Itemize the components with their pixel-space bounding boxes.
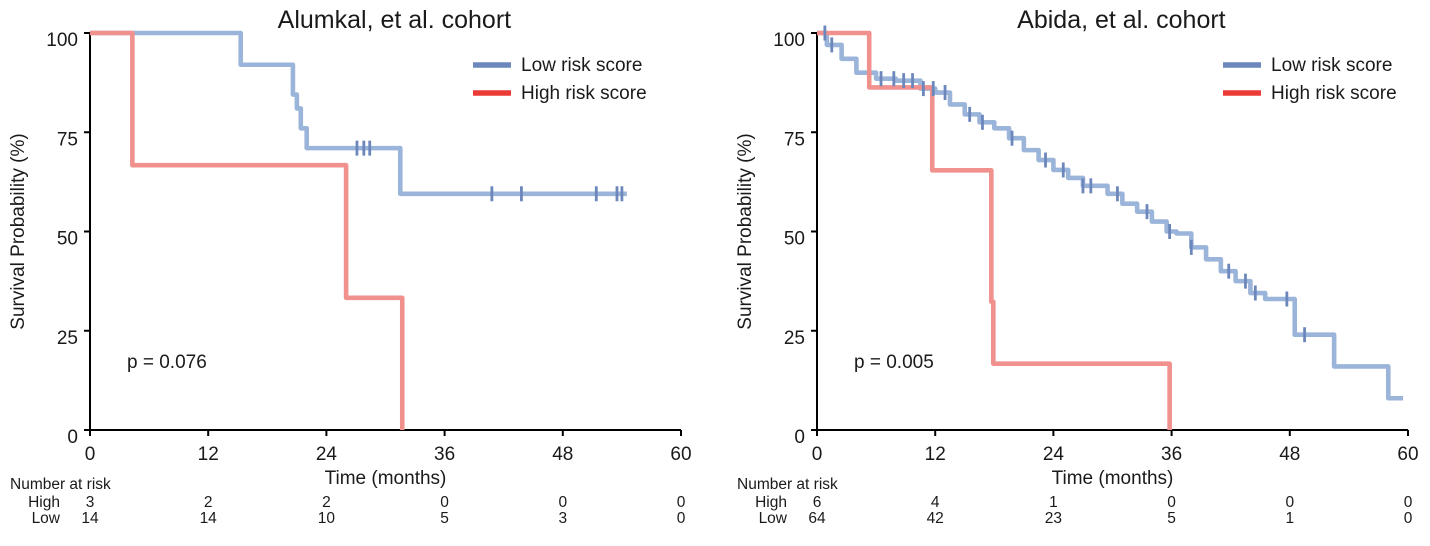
svg-text:48: 48: [1279, 444, 1300, 465]
svg-text:5: 5: [440, 510, 449, 527]
svg-text:0: 0: [794, 427, 805, 448]
svg-text:0: 0: [67, 427, 78, 448]
svg-text:12: 12: [925, 444, 946, 465]
svg-text:3: 3: [558, 510, 567, 527]
svg-text:0: 0: [677, 510, 686, 527]
svg-text:Low: Low: [759, 510, 788, 527]
svg-text:Survival Probability (%): Survival Probability (%): [8, 133, 29, 329]
svg-text:23: 23: [1045, 510, 1062, 527]
svg-text:36: 36: [434, 444, 455, 465]
svg-text:High: High: [755, 494, 787, 511]
svg-text:60: 60: [670, 444, 691, 465]
svg-text:Low risk score: Low risk score: [1271, 55, 1392, 76]
svg-text:14: 14: [81, 510, 99, 527]
svg-text:50: 50: [784, 229, 805, 250]
svg-text:50: 50: [57, 229, 78, 250]
svg-text:p = 0.005: p = 0.005: [854, 352, 934, 373]
svg-text:36: 36: [1161, 444, 1182, 465]
svg-text:1: 1: [1285, 510, 1294, 527]
svg-text:12: 12: [198, 444, 219, 465]
svg-text:14: 14: [200, 510, 218, 527]
svg-text:Time (months): Time (months): [325, 468, 447, 489]
svg-text:24: 24: [1043, 444, 1065, 465]
svg-text:Low: Low: [32, 510, 61, 527]
svg-text:42: 42: [927, 510, 944, 527]
svg-text:Survival Probability (%): Survival Probability (%): [735, 133, 756, 329]
svg-text:High: High: [28, 494, 60, 511]
svg-text:3: 3: [86, 494, 95, 511]
svg-text:75: 75: [57, 129, 78, 150]
svg-text:60: 60: [1397, 444, 1418, 465]
svg-text:5: 5: [1167, 510, 1176, 527]
svg-text:p = 0.076: p = 0.076: [127, 352, 207, 373]
svg-text:2: 2: [204, 494, 213, 511]
svg-text:0: 0: [1404, 494, 1413, 511]
svg-text:0: 0: [1167, 494, 1176, 511]
svg-text:4: 4: [931, 494, 940, 511]
svg-text:Low risk score: Low risk score: [521, 55, 642, 76]
svg-text:Number at risk: Number at risk: [10, 476, 111, 493]
svg-text:2: 2: [322, 494, 331, 511]
svg-text:75: 75: [784, 129, 805, 150]
svg-text:0: 0: [1404, 510, 1413, 527]
svg-text:48: 48: [552, 444, 573, 465]
svg-text:Time (months): Time (months): [1052, 468, 1174, 489]
svg-text:High risk score: High risk score: [521, 83, 647, 104]
svg-text:Abida, et al. cohort: Abida, et al. cohort: [1017, 6, 1226, 34]
svg-text:0: 0: [812, 444, 823, 465]
svg-text:0: 0: [558, 494, 567, 511]
svg-text:0: 0: [85, 444, 96, 465]
svg-text:Number at risk: Number at risk: [737, 476, 838, 493]
svg-text:25: 25: [57, 328, 78, 349]
svg-text:100: 100: [773, 30, 805, 51]
svg-text:0: 0: [677, 494, 686, 511]
svg-text:0: 0: [440, 494, 449, 511]
svg-text:25: 25: [784, 328, 805, 349]
svg-text:Alumkal, et al. cohort: Alumkal, et al. cohort: [278, 6, 511, 34]
svg-text:100: 100: [46, 30, 78, 51]
svg-text:High risk score: High risk score: [1271, 83, 1397, 104]
svg-text:0: 0: [1285, 494, 1294, 511]
svg-text:64: 64: [808, 510, 826, 527]
svg-text:6: 6: [813, 494, 822, 511]
svg-text:24: 24: [316, 444, 338, 465]
svg-text:10: 10: [318, 510, 336, 527]
svg-text:1: 1: [1049, 494, 1058, 511]
